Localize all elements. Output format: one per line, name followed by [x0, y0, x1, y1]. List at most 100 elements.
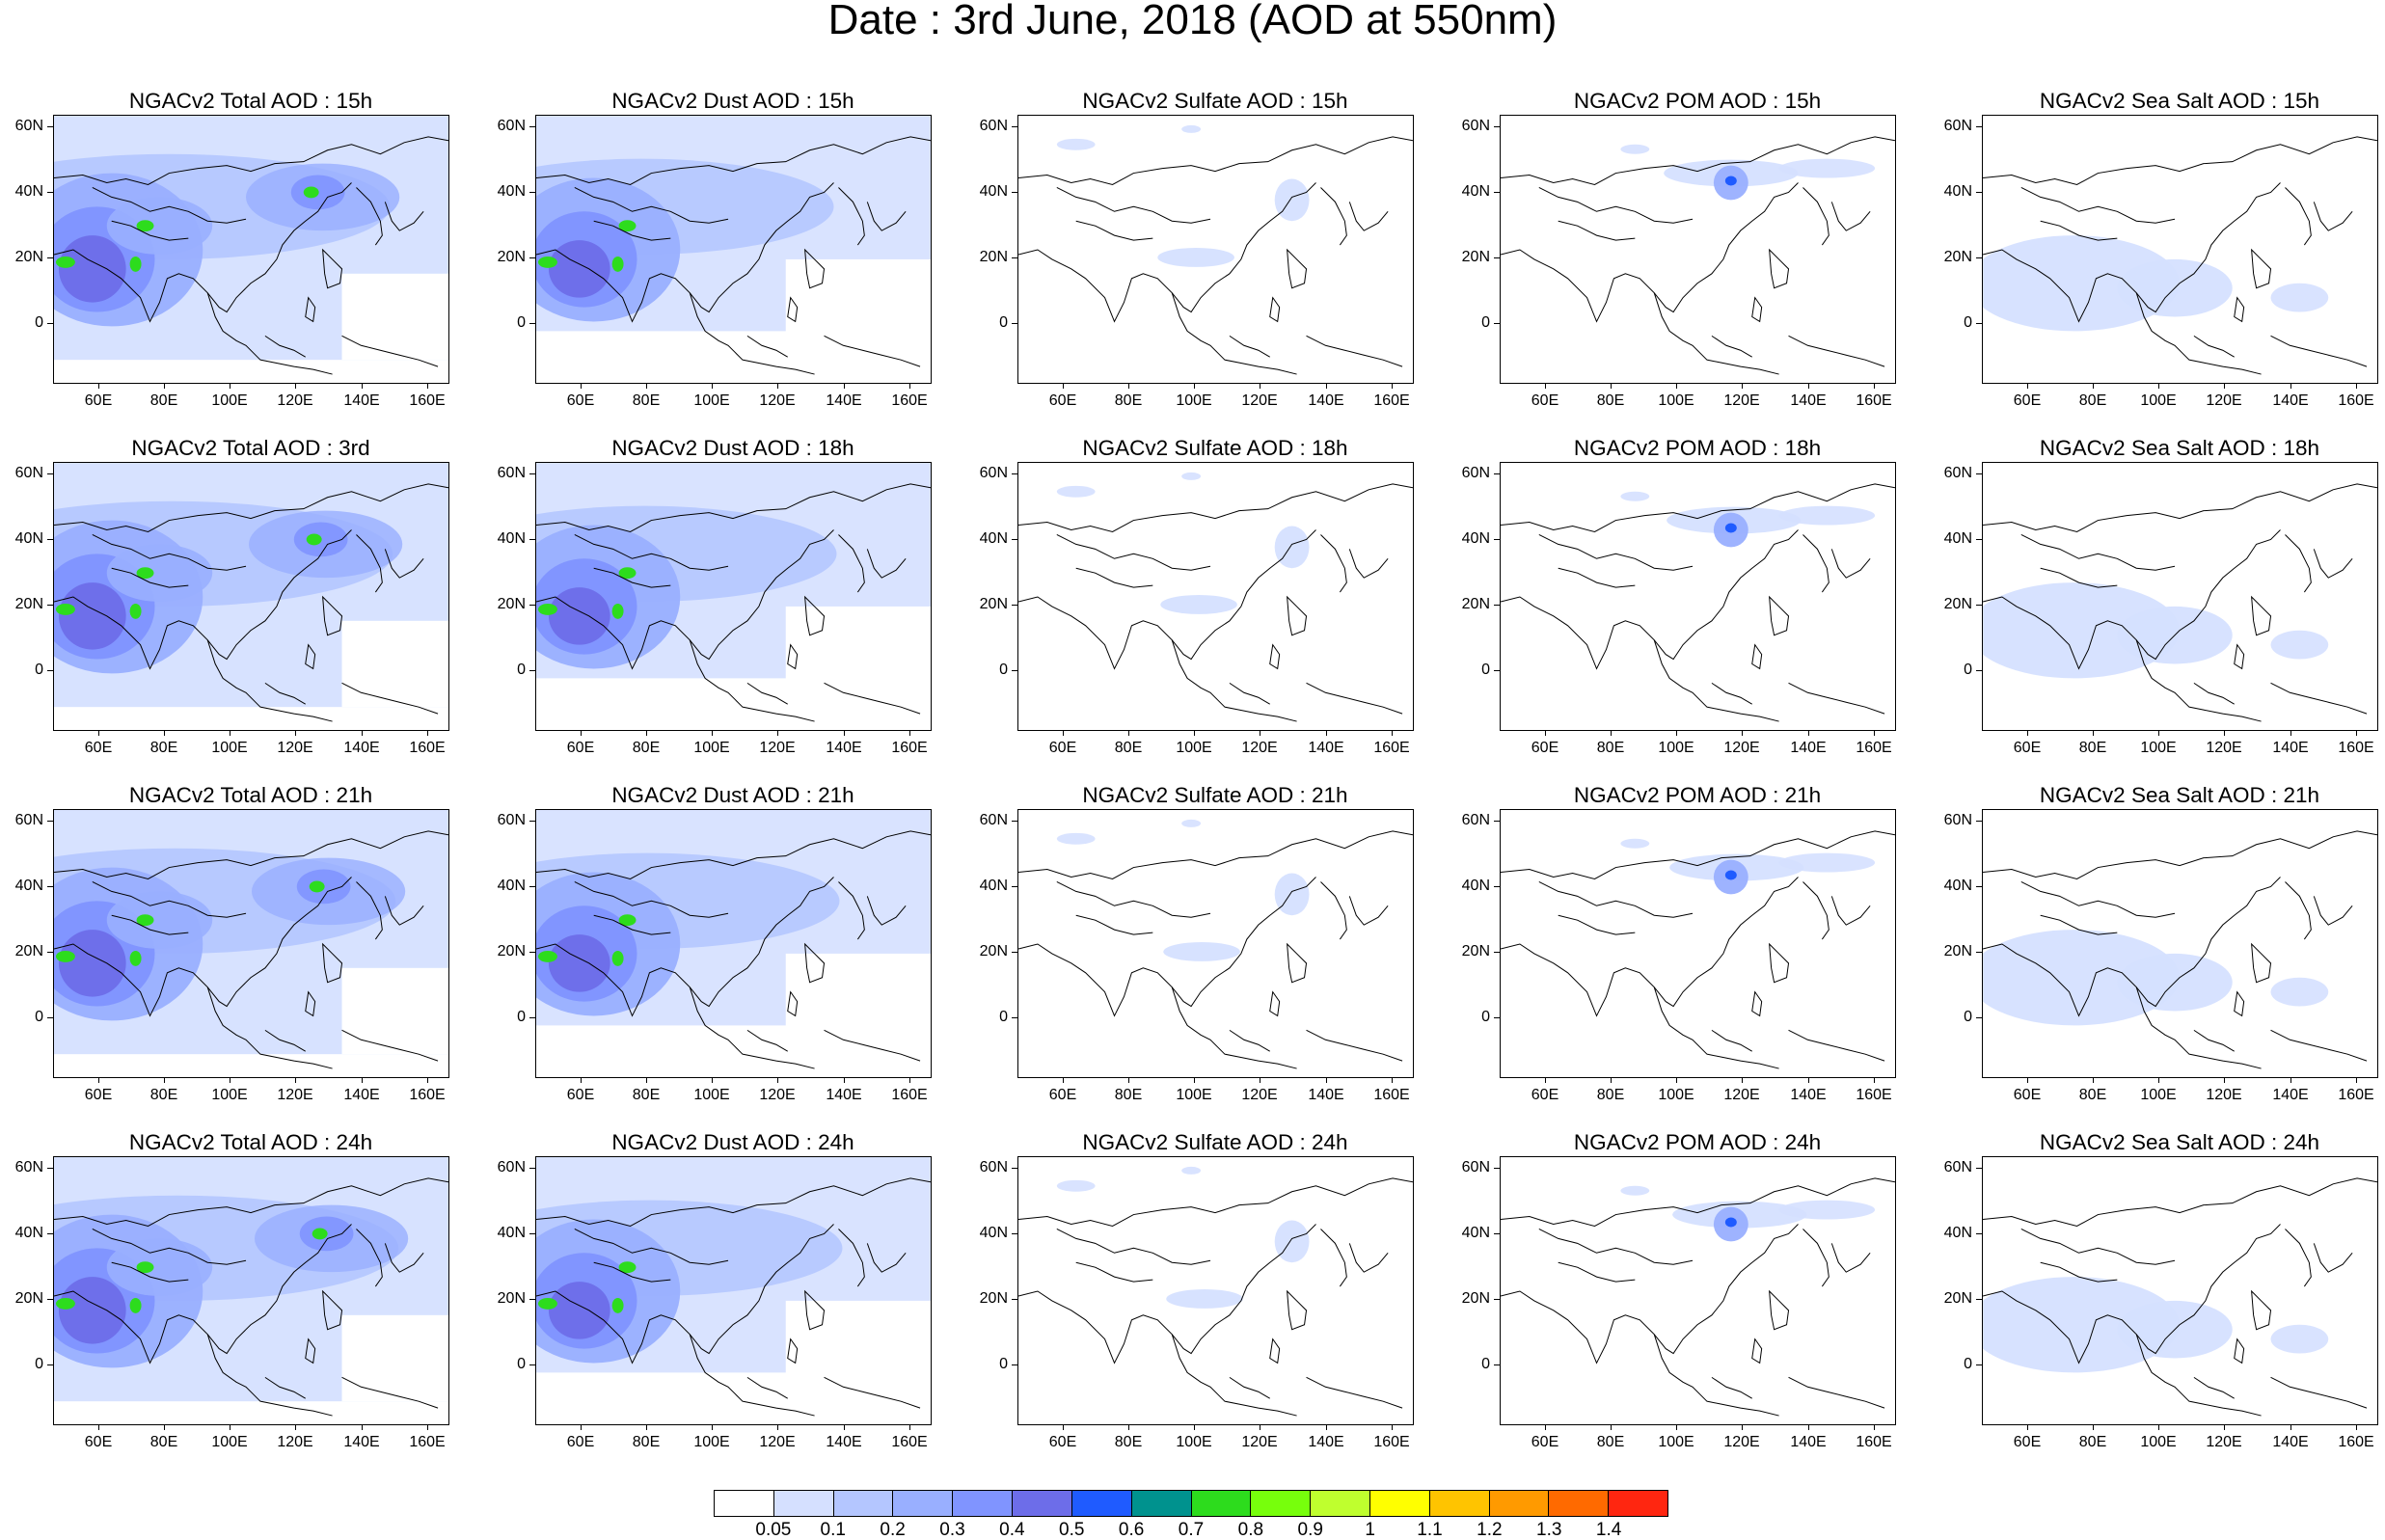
lon-tick-label: 100E	[693, 392, 730, 409]
colorbar-swatch	[833, 1491, 894, 1516]
coastline-path	[866, 202, 907, 231]
coastline-path	[341, 1376, 439, 1409]
lat-tick	[1012, 952, 1017, 953]
lat-tick-label: 20N	[497, 249, 526, 265]
lat-tick-label: 40N	[14, 878, 43, 894]
coastline-path	[536, 182, 834, 323]
lat-tick	[1012, 1168, 1017, 1169]
lat-tick	[1494, 952, 1500, 953]
lon-tick-label: 60E	[84, 392, 113, 409]
lat-tick-label: 0	[35, 1009, 43, 1025]
lat-tick-label: 40N	[14, 1225, 43, 1241]
coastline-path	[1711, 1029, 1752, 1052]
lon-tick-label: 100E	[1176, 740, 1212, 756]
lat-tick-label: 0	[517, 1356, 526, 1372]
lon-tick-label: 160E	[1856, 740, 1892, 756]
coastline-path	[689, 1334, 815, 1417]
coastline-path	[1983, 1224, 2281, 1364]
panel-title: NGACv2 Total AOD : 24h	[128, 1130, 373, 1154]
coastline-path	[305, 643, 316, 670]
coastline-path	[824, 1376, 921, 1409]
lon-tick-label: 80E	[2078, 392, 2107, 409]
lat-tick-label: 0	[1481, 314, 1490, 331]
lon-tick	[1128, 1077, 1129, 1083]
coastline-path	[1711, 1376, 1752, 1399]
coastline-path	[804, 248, 826, 289]
coastline-path	[2234, 990, 2245, 1017]
coastline-path	[1320, 881, 1347, 940]
lon-tick-label: 100E	[2140, 392, 2177, 409]
aod-map	[53, 1156, 449, 1425]
lat-tick	[529, 323, 535, 324]
lon-tick	[1808, 383, 1809, 389]
lon-tick	[2356, 1424, 2357, 1430]
aod-map	[53, 462, 449, 731]
lon-tick	[1742, 383, 1743, 389]
lat-tick-label: 20N	[14, 596, 43, 612]
lon-tick	[427, 730, 428, 736]
coastline-path	[2193, 335, 2235, 358]
coastline-path	[746, 1029, 788, 1052]
lon-tick-label: 60E	[566, 1087, 595, 1103]
coastline-path	[2313, 1243, 2353, 1273]
lon-tick-label: 60E	[1048, 740, 1077, 756]
colorbar-swatch	[715, 1491, 774, 1516]
lon-tick	[2290, 1424, 2291, 1430]
lon-tick-label: 100E	[1658, 392, 1694, 409]
aod-map	[1500, 809, 1896, 1078]
panel-title: NGACv2 Sulfate AOD : 24h	[1082, 1130, 1348, 1154]
lon-tick-label: 140E	[2272, 392, 2309, 409]
lat-tick	[529, 539, 535, 540]
lat-tick-label: 60N	[1461, 812, 1490, 828]
lon-tick-label: 140E	[1308, 1087, 1344, 1103]
lon-tick	[646, 383, 647, 389]
coastline-path	[838, 187, 865, 246]
lon-tick	[2290, 1077, 2291, 1083]
coastline-path	[1229, 682, 1270, 705]
lon-tick-label: 100E	[1658, 1434, 1694, 1450]
lat-tick	[1012, 192, 1017, 193]
coastline-path	[2020, 534, 2176, 571]
lon-tick-label: 160E	[1373, 740, 1410, 756]
coastline-path	[2040, 1261, 2118, 1283]
colorbar-label: 0.7	[1178, 1520, 1205, 1540]
lat-tick	[529, 192, 535, 193]
coastline-path	[1983, 830, 2377, 880]
lat-tick	[1494, 126, 1500, 127]
coastline-path	[1269, 643, 1281, 670]
lon-tick	[427, 383, 428, 389]
lon-tick-label: 100E	[693, 1087, 730, 1103]
lon-tick	[98, 383, 99, 389]
coastline-path	[787, 643, 799, 670]
colorbar-swatch	[1071, 1491, 1132, 1516]
lon-tick	[1808, 1077, 1809, 1083]
lat-tick-label: 0	[1964, 1356, 1972, 1372]
coastline-path	[1306, 1029, 1403, 1062]
map-panel: NGACv2 Sea Salt AOD : 21h 60N 40N 20N 0 60E 80…	[1934, 783, 2385, 1121]
lon-tick-label: 140E	[826, 740, 862, 756]
coastline-path	[1830, 202, 1871, 231]
coastline-path	[1018, 1177, 1413, 1228]
lon-tick-label: 160E	[409, 392, 446, 409]
coastline-path	[1983, 182, 2281, 323]
lon-tick	[1063, 1077, 1064, 1083]
coastline-path	[1320, 1229, 1347, 1287]
lon-tick	[1128, 1424, 1129, 1430]
lon-tick	[1063, 383, 1064, 389]
coastline-path	[866, 896, 907, 926]
coastline-path	[92, 881, 247, 918]
lat-tick	[47, 539, 53, 540]
lat-tick-label: 60N	[979, 812, 1008, 828]
lon-tick-label: 100E	[211, 392, 248, 409]
lon-tick	[777, 383, 778, 389]
lat-tick-label: 60N	[14, 1159, 43, 1175]
lon-tick-label: 140E	[826, 1434, 862, 1450]
coastline-path	[1830, 896, 1871, 926]
lon-tick-label: 80E	[149, 1434, 178, 1450]
coastline-path	[2285, 1229, 2312, 1287]
coastline-path	[1056, 534, 1211, 571]
aod-map	[53, 115, 449, 384]
coastline-path	[1075, 914, 1153, 935]
coastline-path	[1018, 136, 1413, 186]
lat-tick	[529, 1233, 535, 1234]
